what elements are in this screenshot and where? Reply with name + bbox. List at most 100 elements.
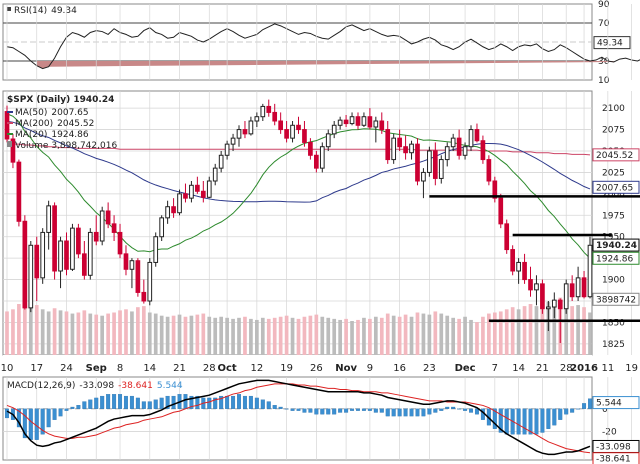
volume-bar	[201, 313, 206, 355]
volume-bar	[534, 306, 539, 355]
macd-histogram-bar	[231, 395, 236, 409]
macd-hist-tag-box	[592, 396, 640, 410]
volume-bar	[272, 317, 277, 355]
volume-bar	[481, 316, 485, 355]
macd-histogram-bar	[16, 408, 21, 428]
macd-histogram-bar	[379, 408, 384, 413]
candle-body	[438, 159, 444, 179]
candlestick	[355, 112, 361, 130]
date-tick-label: 21	[536, 363, 549, 374]
volume-bar	[463, 316, 467, 355]
price-tick-label: 1850	[602, 318, 625, 328]
candle-body	[189, 184, 194, 199]
candle-body	[528, 279, 533, 291]
date-axis: 10 17 24 Sep 8 14 21 28 Oct 12 19 26 Nov 9 16 23 Dec 7 14 2…	[1, 355, 638, 375]
macd-histogram-bar	[403, 408, 408, 417]
volume-bar	[46, 311, 51, 355]
volume-bar	[82, 310, 87, 355]
candle-body	[385, 129, 391, 161]
volume-bar	[147, 312, 152, 355]
date-tick-label: 12	[250, 363, 263, 374]
candlestick	[254, 112, 260, 127]
macd-signal-tag: -38.641	[592, 452, 640, 464]
macd-histogram-bar	[100, 395, 105, 409]
macd-value-tag: -33.098	[592, 439, 640, 453]
macd-histogram-bar	[522, 408, 527, 435]
volume-bar	[344, 318, 348, 355]
volume-bar	[290, 317, 295, 355]
candlestick	[468, 125, 474, 151]
volume-bar	[433, 311, 438, 355]
volume-bar	[487, 313, 491, 355]
candlestick	[516, 258, 521, 284]
date-tick-label: 23	[423, 363, 436, 374]
volume-bar	[457, 318, 461, 355]
candlestick	[236, 125, 242, 147]
candlestick	[123, 245, 129, 276]
macd-histogram-bar	[189, 395, 194, 409]
macd-histogram-bar	[588, 398, 592, 409]
candle-body	[444, 146, 450, 161]
candlestick	[10, 133, 16, 169]
macd-histogram-bar	[76, 405, 81, 409]
macd-histogram-bar	[534, 408, 539, 435]
candle-body	[349, 116, 355, 125]
volume-value-tag-box	[592, 292, 640, 306]
macd-histogram-bar	[474, 408, 479, 415]
ma50-value-tag: 2007.65	[592, 180, 640, 194]
volume-bar	[141, 306, 146, 355]
volume-bar	[64, 311, 69, 355]
candlestick	[581, 271, 587, 299]
rsi-tick-label: 10	[598, 76, 610, 86]
volume-bar	[516, 309, 521, 355]
candle-body	[81, 253, 87, 276]
rsi-legend-text: RSI(14) 49.34	[14, 6, 77, 16]
volume-bar	[540, 299, 545, 355]
legend-name: MA(50)	[15, 108, 47, 118]
candle-body	[260, 105, 266, 118]
macd-histogram-bar	[260, 399, 265, 409]
candlestick	[58, 236, 63, 289]
rsi-legend-icon	[7, 7, 11, 11]
candle-body	[177, 193, 182, 214]
candlestick	[415, 138, 420, 186]
volume-bar	[362, 317, 366, 355]
macd-histogram-bar	[129, 395, 134, 409]
volume-bar	[582, 307, 586, 355]
macd-histogram-bar	[70, 406, 75, 409]
macd-histogram-bar	[94, 397, 99, 409]
candlestick	[46, 200, 51, 250]
macd-histogram-bar	[457, 408, 462, 410]
volume-bar	[409, 316, 414, 355]
candlestick	[296, 116, 301, 134]
candlestick	[492, 176, 498, 203]
candlestick	[177, 189, 182, 216]
ma200-value-tag: 2045.52	[592, 148, 640, 162]
macd-histogram-bar	[88, 399, 93, 409]
macd-hist-tag: 5.544	[592, 396, 640, 410]
candlestick	[534, 275, 539, 306]
price-tick-label: 2100	[602, 104, 625, 114]
candle-body	[10, 138, 16, 163]
date-tick-label: Sep	[86, 363, 107, 374]
rsi-line	[6, 23, 640, 70]
candlestick	[575, 266, 581, 301]
macd-value-tag-text: -33.098	[596, 442, 631, 452]
rsi-legend-name: RSI(14)	[14, 6, 47, 16]
volume-bar	[326, 317, 331, 355]
date-tick-label: 24	[60, 363, 73, 374]
candlestick	[308, 138, 313, 160]
legend-value: 2045.52	[57, 119, 94, 129]
candle-body	[308, 141, 313, 156]
volume-bar	[189, 315, 194, 355]
legend-entry: MA(20) 1924.86	[15, 130, 89, 140]
candlestick	[462, 142, 468, 160]
volume-bar	[570, 306, 574, 355]
date-tick-label: 19	[625, 363, 638, 374]
volume-bar	[451, 317, 456, 355]
candlestick	[456, 129, 462, 160]
candle-body	[468, 129, 474, 148]
candle-body	[510, 249, 516, 272]
volume-bar	[17, 304, 21, 355]
